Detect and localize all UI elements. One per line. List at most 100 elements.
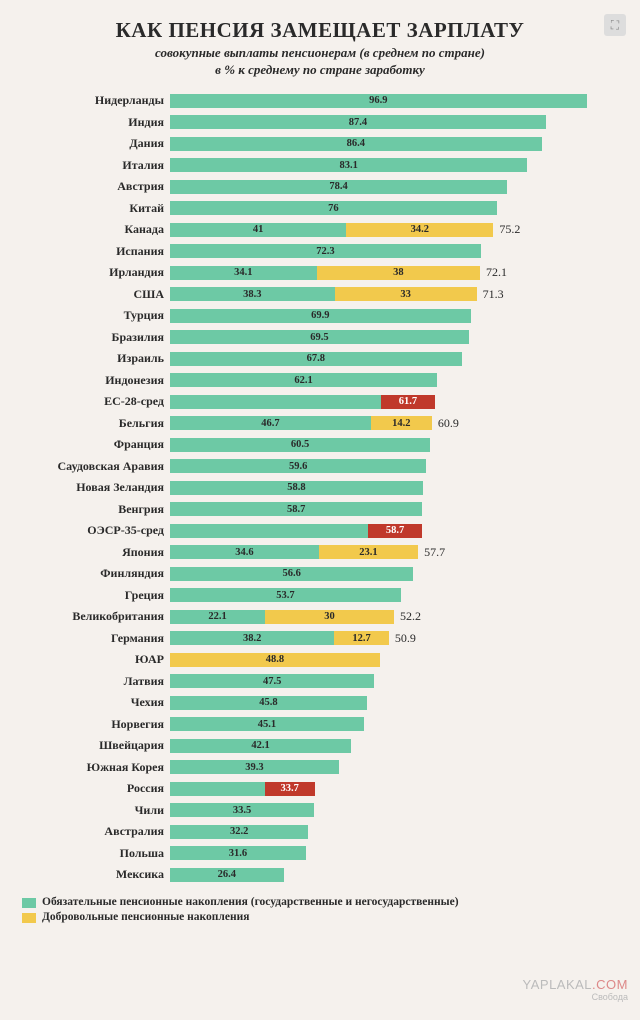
- bar-area: 86.4: [170, 137, 618, 151]
- chart-row: ЕС-28-сред61.7: [22, 391, 618, 413]
- row-label: Дания: [22, 136, 170, 151]
- bar-area: 58.7: [170, 502, 618, 516]
- chart-row: Бельгия46.714.260.9: [22, 413, 618, 435]
- bar-segment-green: 38.2: [170, 631, 334, 645]
- bar-segment-green: 76: [170, 201, 497, 215]
- chart-row: Китай76: [22, 198, 618, 220]
- bar-area: 58.7: [170, 524, 618, 538]
- watermark-text-1: YAPLAKAL: [523, 977, 593, 992]
- row-total: 52.2: [400, 609, 421, 624]
- chart-row: Латвия47.5: [22, 671, 618, 693]
- row-label: Россия: [22, 781, 170, 796]
- bar-segment-green: 46.7: [170, 416, 371, 430]
- chart-title: КАК ПЕНСИЯ ЗАМЕЩАЕТ ЗАРПЛАТУ: [22, 18, 618, 43]
- bar-area: 58.8: [170, 481, 618, 495]
- bar-segment-green: [170, 524, 368, 538]
- bar-area: 60.5: [170, 438, 618, 452]
- row-label: Южная Корея: [22, 760, 170, 775]
- chart-row: Франция60.5: [22, 434, 618, 456]
- row-label: Япония: [22, 545, 170, 560]
- bar-area: 46.714.260.9: [170, 416, 618, 430]
- bar-segment-green: 72.3: [170, 244, 481, 258]
- chart-row: Бразилия69.5: [22, 327, 618, 349]
- bar-segment-yellow: 48.8: [170, 653, 380, 667]
- watermark-text-2: .COM: [592, 977, 628, 992]
- legend-swatch: [22, 898, 36, 908]
- row-label: ОЭСР-35-сред: [22, 523, 170, 538]
- bar-segment-yellow: 12.7: [334, 631, 389, 645]
- row-total: 72.1: [486, 265, 507, 280]
- row-label: Норвегия: [22, 717, 170, 732]
- bar-area: 34.13872.1: [170, 266, 618, 280]
- bar-segment-yellow: 38: [317, 266, 480, 280]
- expand-icon[interactable]: ⛶: [604, 14, 626, 36]
- chart-row: Канада4134.275.2: [22, 219, 618, 241]
- watermark: YAPLAKAL.COM Свобода: [523, 977, 628, 1002]
- bar-segment-green: 83.1: [170, 158, 527, 172]
- bar-area: 4134.275.2: [170, 223, 618, 237]
- bar-area: 38.33371.3: [170, 287, 618, 301]
- bar-segment-red: 58.7: [368, 524, 423, 538]
- chart-row: Италия83.1: [22, 155, 618, 177]
- bar-area: 33.7: [170, 782, 618, 796]
- chart-row: Южная Корея39.3: [22, 757, 618, 779]
- bar-area: 78.4: [170, 180, 618, 194]
- chart-subtitle-1: совокупные выплаты пенсионерам (в средне…: [22, 45, 618, 61]
- row-total: 75.2: [499, 222, 520, 237]
- row-label: Швейцария: [22, 738, 170, 753]
- bar-segment-green: 87.4: [170, 115, 546, 129]
- chart-row: Финляндия56.6: [22, 563, 618, 585]
- chart-row: Дания86.4: [22, 133, 618, 155]
- bar-segment-green: 32.2: [170, 825, 308, 839]
- legend: Обязательные пенсионные накопления (госу…: [22, 896, 618, 924]
- chart-row: Испания72.3: [22, 241, 618, 263]
- row-label: Бразилия: [22, 330, 170, 345]
- legend-item: Добровольные пенсионные накопления: [22, 911, 618, 924]
- row-label: Финляндия: [22, 566, 170, 581]
- row-label: ЕС-28-сред: [22, 394, 170, 409]
- bar-area: 62.1: [170, 373, 618, 387]
- row-label: Ирландия: [22, 265, 170, 280]
- bar-area: 56.6: [170, 567, 618, 581]
- row-label: Чили: [22, 803, 170, 818]
- row-label: Польша: [22, 846, 170, 861]
- bar-segment-green: 96.9: [170, 94, 587, 108]
- chart-row: Нидерланды96.9: [22, 90, 618, 112]
- bar-area: 53.7: [170, 588, 618, 602]
- bar-segment-green: 59.6: [170, 459, 426, 473]
- bar-segment-green: 42.1: [170, 739, 351, 753]
- legend-swatch: [22, 913, 36, 923]
- bar-area: 34.623.157.7: [170, 545, 618, 559]
- bar-area: 31.6: [170, 846, 618, 860]
- bar-segment-green: 45.1: [170, 717, 364, 731]
- bar-area: 38.212.750.9: [170, 631, 618, 645]
- row-label: Мексика: [22, 867, 170, 882]
- row-label: Саудовская Аравия: [22, 459, 170, 474]
- bar-area: 39.3: [170, 760, 618, 774]
- bar-segment-green: 47.5: [170, 674, 374, 688]
- bar-segment-green: 69.5: [170, 330, 469, 344]
- bar-segment-yellow: 14.2: [371, 416, 432, 430]
- legend-text: Добровольные пенсионные накопления: [42, 911, 249, 924]
- row-label: Чехия: [22, 695, 170, 710]
- row-label: Израиль: [22, 351, 170, 366]
- bar-segment-green: 33.5: [170, 803, 314, 817]
- bar-segment-yellow: 30: [265, 610, 394, 624]
- legend-item: Обязательные пенсионные накопления (госу…: [22, 896, 618, 909]
- chart-row: Япония34.623.157.7: [22, 542, 618, 564]
- row-label: Китай: [22, 201, 170, 216]
- row-label: Франция: [22, 437, 170, 452]
- bar-segment-green: 45.8: [170, 696, 367, 710]
- chart-row: Индия87.4: [22, 112, 618, 134]
- chart-row: Великобритания22.13052.2: [22, 606, 618, 628]
- chart-row: Россия 33.7: [22, 778, 618, 800]
- row-label: Италия: [22, 158, 170, 173]
- chart-row: Чили33.5: [22, 800, 618, 822]
- bar-area: 47.5: [170, 674, 618, 688]
- bar-segment-green: [170, 782, 265, 796]
- bar-segment-green: 34.6: [170, 545, 319, 559]
- bar-area: 61.7: [170, 395, 618, 409]
- bar-segment-red: 33.7: [265, 782, 315, 796]
- row-label: ЮАР: [22, 652, 170, 667]
- bar-segment-green: 60.5: [170, 438, 430, 452]
